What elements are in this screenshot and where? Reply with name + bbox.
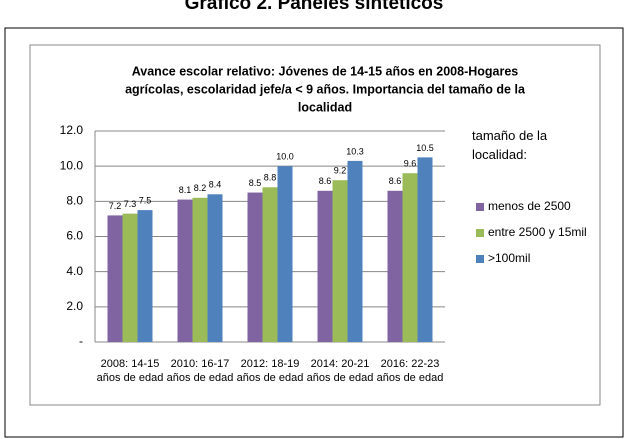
x-tick-label: 2012: 18-19 años de edad bbox=[236, 358, 304, 384]
legend-swatch bbox=[476, 203, 484, 211]
x-tick-label: 2014: 20-21 años de edad bbox=[306, 358, 374, 384]
bar bbox=[387, 190, 403, 342]
bar bbox=[262, 187, 278, 342]
value-label: 8.4 bbox=[209, 180, 222, 190]
legend-title: tamaño de la localidad: bbox=[472, 128, 548, 162]
bar bbox=[247, 192, 263, 342]
bar bbox=[207, 194, 223, 342]
outer-frame bbox=[4, 27, 624, 438]
bar bbox=[177, 199, 193, 342]
value-label: 10.3 bbox=[346, 146, 364, 156]
y-tick-label: 6.0 bbox=[66, 229, 83, 243]
bar bbox=[347, 160, 363, 342]
legend-swatch bbox=[476, 255, 484, 263]
bar bbox=[192, 197, 208, 342]
value-label: 7.5 bbox=[139, 196, 152, 206]
bar bbox=[317, 190, 333, 342]
value-label: 8.8 bbox=[264, 173, 277, 183]
legend-swatch bbox=[476, 229, 484, 237]
value-label: 9.6 bbox=[404, 159, 417, 169]
bar bbox=[277, 166, 293, 342]
value-label: 9.2 bbox=[334, 166, 347, 176]
value-label: 8.6 bbox=[319, 176, 332, 186]
x-tick-label: 2016: 22-23 años de edad bbox=[376, 358, 444, 384]
value-label: 8.5 bbox=[249, 178, 262, 188]
chart-title: agrícolas, escolaridad jefe/a < 9 años. … bbox=[125, 82, 526, 96]
y-tick-label: - bbox=[79, 334, 83, 348]
value-label: 10.5 bbox=[416, 143, 434, 153]
bar bbox=[107, 215, 123, 342]
chart-title: localidad bbox=[298, 100, 352, 114]
legend-label: menos de 2500 bbox=[488, 199, 571, 213]
y-tick-label: 2.0 bbox=[66, 299, 83, 313]
y-tick-label: 8.0 bbox=[66, 194, 83, 208]
value-label: 7.2 bbox=[109, 201, 122, 211]
bar bbox=[122, 213, 138, 342]
y-tick-label: 12.0 bbox=[60, 123, 84, 137]
heading: Gráfico 2. Paneles sintéticos bbox=[185, 0, 444, 14]
value-label: 7.3 bbox=[124, 199, 137, 209]
legend-label: >100mil bbox=[488, 251, 530, 265]
chart-title: Avance escolar relativo: Jóvenes de 14-1… bbox=[132, 64, 519, 78]
bar bbox=[402, 173, 418, 342]
value-label: 8.6 bbox=[389, 176, 402, 186]
y-tick-label: 10.0 bbox=[60, 158, 84, 172]
y-tick-label: 4.0 bbox=[66, 264, 83, 278]
bar bbox=[137, 210, 153, 342]
bar bbox=[332, 180, 348, 342]
chart-frame bbox=[29, 44, 601, 406]
value-label: 8.2 bbox=[194, 183, 207, 193]
value-label: 8.1 bbox=[179, 185, 192, 195]
legend-label: entre 2500 y 15mil bbox=[488, 225, 587, 239]
x-tick-label: 2010: 16-17 años de edad bbox=[166, 358, 234, 384]
x-tick-label: 2008: 14-15 años de edad bbox=[96, 358, 164, 384]
bar bbox=[417, 157, 433, 342]
value-label: 10.0 bbox=[276, 152, 294, 162]
